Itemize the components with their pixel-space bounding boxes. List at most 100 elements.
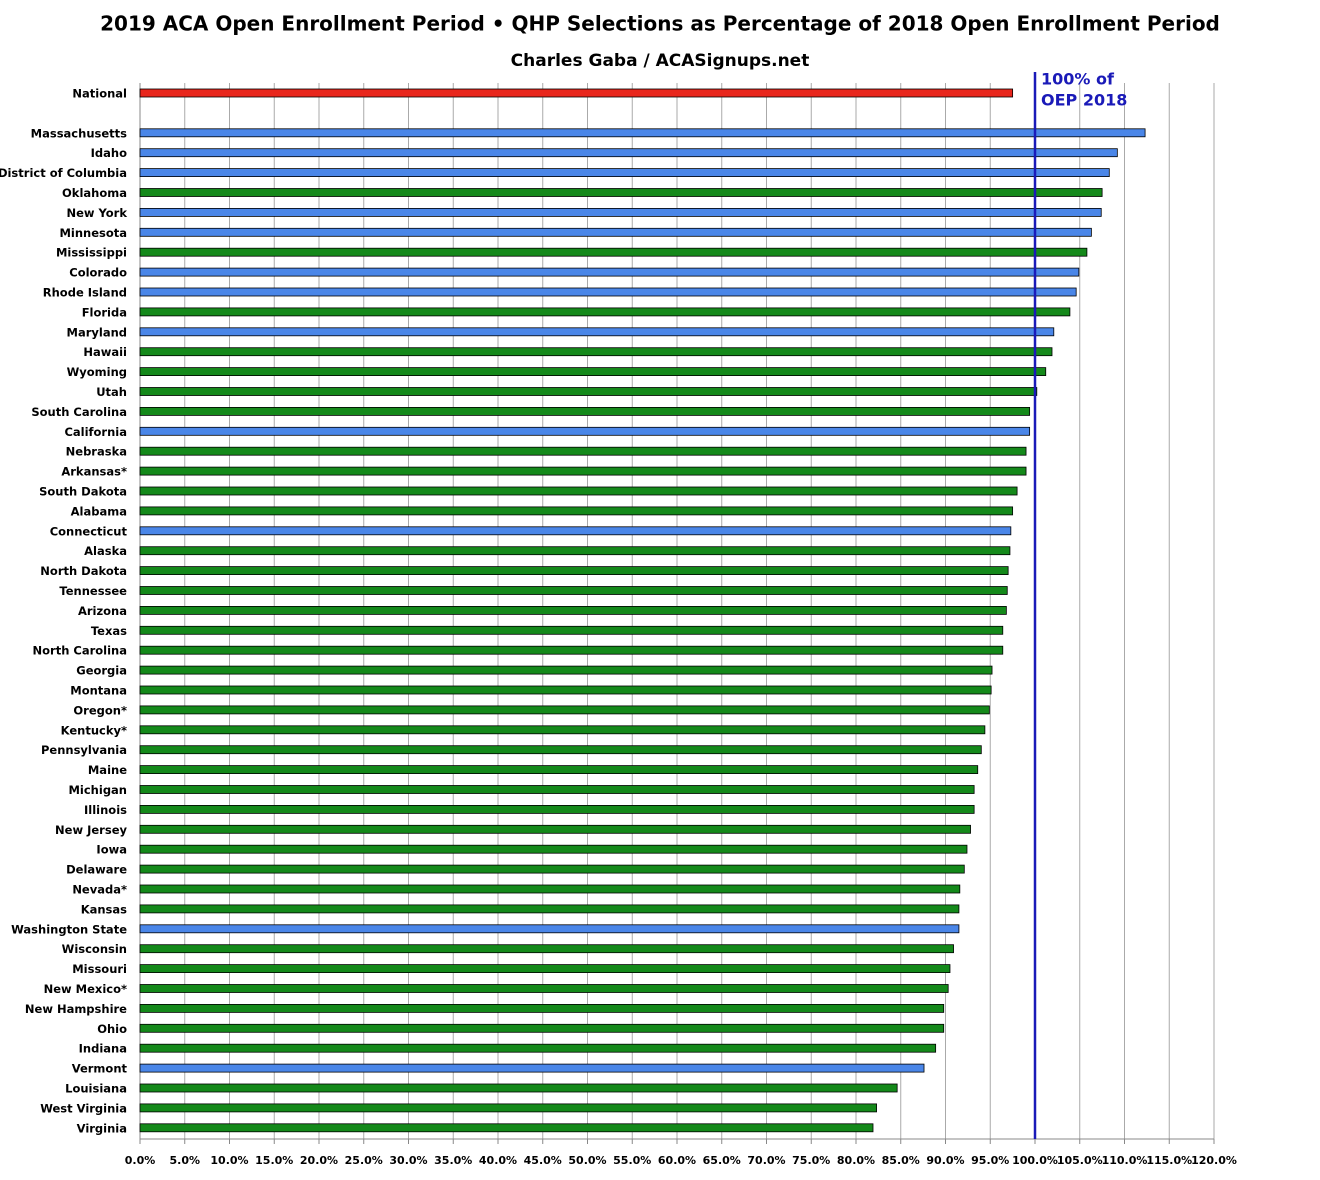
bar (139, 645, 1004, 655)
x-tick-label: 5.0% (169, 1154, 200, 1167)
bar (139, 148, 1118, 158)
y-tick-label: Nevada* (72, 883, 127, 897)
bar (139, 765, 979, 774)
bar (139, 1123, 874, 1133)
x-tick-label: 110.0% (1102, 1154, 1148, 1167)
x-tick-label: 45.0% (524, 1154, 562, 1167)
y-tick-label: Tennessee (59, 584, 127, 598)
bar (139, 904, 960, 914)
y-tick-label: Kansas (81, 902, 127, 916)
bar (139, 188, 1103, 197)
x-tick-label: 100.0% (1012, 1154, 1058, 1167)
y-tick-label: Ohio (97, 1022, 127, 1036)
bar (139, 287, 1077, 297)
bar (139, 546, 1011, 556)
bar (139, 785, 975, 794)
bar (139, 466, 1027, 476)
y-tick-label: Iowa (96, 843, 127, 857)
bar (139, 864, 965, 874)
bar (139, 964, 951, 973)
y-tick-label: Missouri (72, 962, 127, 976)
y-tick-label: Idaho (91, 146, 127, 160)
y-tick-label: Alaska (84, 544, 127, 558)
y-tick-label: South Dakota (39, 485, 127, 499)
bar (139, 685, 992, 695)
y-tick-label: Hawaii (83, 345, 127, 359)
y-tick-label: Utah (96, 385, 127, 399)
bar (139, 247, 1088, 257)
y-tick-label: Vermont (72, 1062, 128, 1076)
x-tick-label: 30.0% (389, 1154, 427, 1167)
y-tick-label: Indiana (79, 1042, 127, 1056)
bar (139, 665, 993, 675)
bar (139, 805, 975, 814)
bar (139, 1083, 898, 1093)
y-tick-label: Oregon* (73, 703, 127, 717)
y-tick-label: Virginia (77, 1121, 127, 1135)
chart-subtitle: Charles Gaba / ACASignups.net (511, 51, 810, 71)
y-tick-label: Delaware (66, 863, 127, 877)
y-tick-label: South Carolina (31, 405, 127, 419)
y-tick-label: Kentucky* (61, 723, 127, 737)
bar (139, 168, 1110, 178)
y-tick-label: North Carolina (33, 644, 128, 658)
x-tick-label: 20.0% (300, 1154, 338, 1167)
y-tick-label: New York (66, 206, 127, 220)
bar (139, 88, 1014, 98)
x-tick-label: 75.0% (792, 1154, 830, 1167)
y-tick-label: Colorado (69, 266, 127, 280)
bar (139, 406, 1031, 416)
y-tick-label: Florida (82, 305, 127, 319)
x-tick-label: 0.0% (125, 1154, 156, 1167)
x-tick-label: 105.0% (1057, 1154, 1103, 1167)
y-tick-label: National (72, 87, 127, 101)
x-tick-label: 95.0% (971, 1154, 1009, 1167)
y-tick-label: Illinois (84, 803, 127, 817)
y-tick-label: Maryland (67, 325, 128, 339)
y-tick-label: Wisconsin (62, 942, 127, 956)
x-tick-label: 10.0% (210, 1154, 248, 1167)
y-tick-label: North Dakota (40, 564, 127, 578)
bar (139, 844, 968, 854)
bar (139, 924, 960, 934)
y-tick-label: West Virginia (40, 1101, 127, 1115)
bar (139, 267, 1080, 277)
x-tick-label: 90.0% (926, 1154, 964, 1167)
bar (139, 705, 990, 715)
bar (139, 128, 1146, 138)
bar (139, 307, 1071, 317)
y-tick-label: Mississippi (56, 246, 127, 260)
y-tick-label: Washington State (11, 922, 127, 936)
y-tick-label: Maine (88, 763, 127, 777)
y-tick-label: Nebraska (66, 445, 127, 459)
bar (139, 884, 961, 894)
reference-label: OEP 2018 (1041, 91, 1127, 110)
bar (139, 207, 1102, 217)
bar (139, 1063, 925, 1073)
y-tick-label: Montana (70, 684, 127, 698)
bar (139, 227, 1092, 237)
y-tick-label: New Jersey (55, 823, 127, 837)
x-tick-label: 50.0% (568, 1154, 606, 1167)
y-tick-label: Michigan (68, 783, 127, 797)
bar (139, 347, 1053, 357)
x-tick-label: 15.0% (255, 1154, 293, 1167)
y-tick-label: Connecticut (50, 524, 128, 538)
x-tick-label: 60.0% (658, 1154, 696, 1167)
bar (139, 446, 1027, 456)
y-tick-label: Massachusetts (31, 126, 127, 140)
bar (139, 1043, 937, 1053)
bar (139, 625, 1004, 635)
bar (139, 944, 954, 954)
y-tick-label: Alabama (71, 504, 127, 518)
bar (139, 725, 986, 735)
bar (139, 327, 1055, 337)
x-tick-label: 65.0% (703, 1154, 741, 1167)
bar (139, 367, 1047, 377)
y-tick-label: Georgia (76, 664, 127, 678)
bar (139, 745, 982, 755)
bar (139, 387, 1038, 396)
y-tick-label: Rhode Island (43, 286, 127, 300)
